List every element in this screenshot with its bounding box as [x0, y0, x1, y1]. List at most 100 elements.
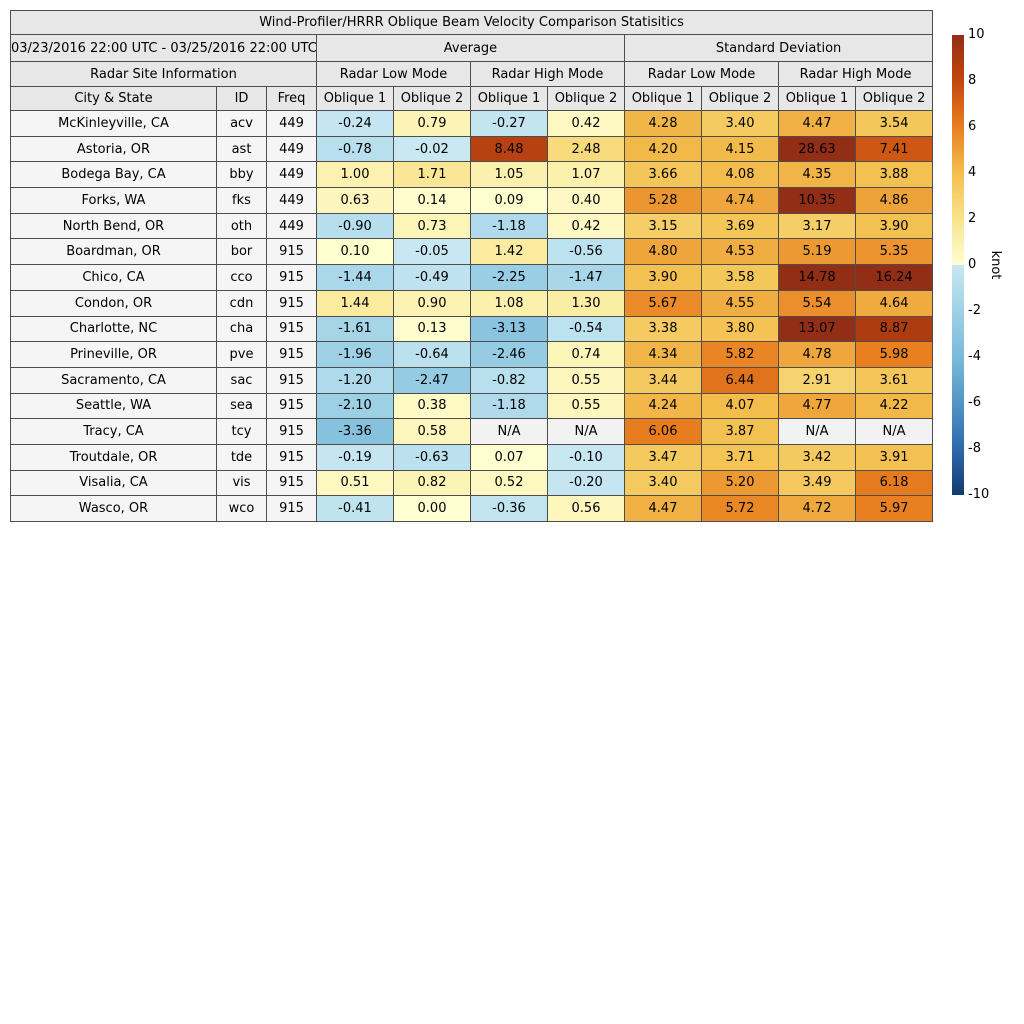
cell-value: 13.07 [778, 315, 856, 343]
cell-site-id: cco [216, 264, 267, 291]
table-row: Prineville, OR pve 915 -1.96 -0.64 -2.46 0.74 4… [10, 341, 934, 368]
table-row: Sacramento, CA sac 915 -1.20 -2.47 -0.82 0.55 3… [10, 366, 934, 394]
cell-value: -2.10 [316, 392, 394, 420]
cell-value: 4.72 [778, 495, 856, 522]
cell-value: 4.77 [778, 392, 856, 420]
colorbar-tick-label: -6 [968, 395, 981, 410]
cell-value: 3.71 [701, 443, 779, 471]
cell-value: -1.96 [316, 341, 394, 368]
cell-value: 0.42 [547, 212, 625, 240]
cell-city-state: Chico, CA [10, 264, 217, 291]
col-avg-high-oblique2: Oblique 2 [547, 86, 625, 111]
cell-value: 6.18 [854, 469, 934, 497]
cell-value: 0.51 [316, 469, 394, 497]
col-std-low-oblique1: Oblique 1 [624, 86, 702, 111]
cell-value: 2.48 [547, 135, 625, 163]
cell-value: 3.88 [854, 161, 934, 189]
colorbar-tick-label: -8 [968, 441, 981, 456]
cell-value: 4.74 [701, 187, 779, 214]
cell-frequency: 915 [266, 469, 317, 497]
cell-value: 0.73 [393, 212, 471, 240]
cell-value: 4.20 [624, 135, 702, 163]
table-group-row: 03/23/2016 22:00 UTC - 03/25/2016 22:00 … [10, 34, 934, 62]
cell-city-state: Boardman, OR [10, 238, 217, 266]
cell-value: 3.44 [624, 366, 702, 394]
cell-frequency: 449 [266, 110, 317, 137]
table-row: Tracy, CA tcy 915 -3.36 0.58 N/A N/A 6.06 3.87 N/… [10, 418, 934, 445]
cell-city-state: Charlotte, NC [10, 315, 217, 343]
col-avg-low-oblique2: Oblique 2 [393, 86, 471, 111]
cell-value: 6.06 [624, 418, 702, 445]
cell-value: 0.55 [547, 392, 625, 420]
cell-city-state: Forks, WA [10, 187, 217, 214]
cell-value: 4.55 [701, 289, 779, 317]
group-header-average: Average [316, 34, 625, 62]
cell-value: -2.46 [470, 341, 548, 368]
cell-value: 3.17 [778, 212, 856, 240]
std-radar-low-mode-header: Radar Low Mode [624, 61, 779, 87]
cell-value: 4.08 [701, 161, 779, 189]
colorbar: 10 8 6 4 2 0 -2 -4 -6 -8 -10 knot [952, 27, 1024, 502]
cell-city-state: Condon, OR [10, 289, 217, 317]
cell-frequency: 915 [266, 495, 317, 522]
cell-value: 1.05 [470, 161, 548, 189]
avg-radar-high-mode-header: Radar High Mode [470, 61, 625, 87]
cell-value: -0.02 [393, 135, 471, 163]
cell-site-id: oth [216, 212, 267, 240]
cell-value: 3.42 [778, 443, 856, 471]
table-column-row: City & State ID Freq Oblique 1 Oblique 2… [10, 86, 934, 111]
cell-site-id: fks [216, 187, 267, 214]
cell-value: -0.63 [393, 443, 471, 471]
cell-value: 6.44 [701, 366, 779, 394]
cell-value: 0.42 [547, 110, 625, 137]
cell-value: 3.91 [854, 443, 934, 471]
cell-value: 5.82 [701, 341, 779, 368]
cell-value: -1.47 [547, 264, 625, 291]
cell-site-id: sea [216, 392, 267, 420]
cell-value: 4.86 [854, 187, 934, 214]
cell-frequency: 915 [266, 315, 317, 343]
cell-frequency: 915 [266, 238, 317, 266]
cell-value: -0.78 [316, 135, 394, 163]
cell-site-id: sac [216, 366, 267, 394]
cell-value: 1.08 [470, 289, 548, 317]
cell-value: 1.07 [547, 161, 625, 189]
cell-value: 4.80 [624, 238, 702, 266]
table-title-row: Wind-Profiler/HRRR Oblique Beam Velocity… [9, 10, 934, 35]
cell-value: -0.54 [547, 315, 625, 343]
colorbar-unit-label: knot [988, 250, 1003, 280]
table-row: Visalia, CA vis 915 0.51 0.82 0.52 -0.20 3.40 5.… [10, 469, 934, 497]
cell-value: 0.74 [547, 341, 625, 368]
cell-value: 3.40 [701, 110, 779, 137]
cell-value: 4.78 [778, 341, 856, 368]
cell-site-id: acv [216, 110, 267, 137]
cell-value: -1.18 [470, 212, 548, 240]
cell-city-state: Wasco, OR [10, 495, 217, 522]
cell-value: -0.10 [547, 443, 625, 471]
cell-frequency: 915 [266, 443, 317, 471]
col-std-high-oblique2: Oblique 2 [854, 86, 934, 111]
cell-frequency: 915 [266, 392, 317, 420]
table-row: Bodega Bay, CA bby 449 1.00 1.71 1.05 1.07 3.66… [10, 161, 934, 189]
cell-value: 5.72 [701, 495, 779, 522]
cell-value: 1.30 [547, 289, 625, 317]
cell-value: 0.38 [393, 392, 471, 420]
cell-value: 3.49 [778, 469, 856, 497]
colorbar-tick-label: -10 [968, 487, 990, 502]
cell-frequency: 915 [266, 418, 317, 445]
table-row: North Bend, OR oth 449 -0.90 0.73 -1.18 0.42 3.… [10, 212, 934, 240]
cell-value: -2.25 [470, 264, 548, 291]
cell-value: -1.18 [470, 392, 548, 420]
col-avg-high-oblique1: Oblique 1 [470, 86, 548, 111]
cell-value: 4.47 [778, 110, 856, 137]
cell-value: 0.09 [470, 187, 548, 214]
col-freq: Freq [266, 86, 317, 111]
cell-city-state: Troutdale, OR [10, 443, 217, 471]
cell-value: -0.20 [547, 469, 625, 497]
cell-value: 4.22 [854, 392, 934, 420]
cell-value: 3.47 [624, 443, 702, 471]
table-row: Boardman, OR bor 915 0.10 -0.05 1.42 -0.56 4.80… [10, 238, 934, 266]
colorbar-tick-label: 4 [968, 165, 977, 180]
cell-value: -1.44 [316, 264, 394, 291]
cell-value: 0.52 [470, 469, 548, 497]
